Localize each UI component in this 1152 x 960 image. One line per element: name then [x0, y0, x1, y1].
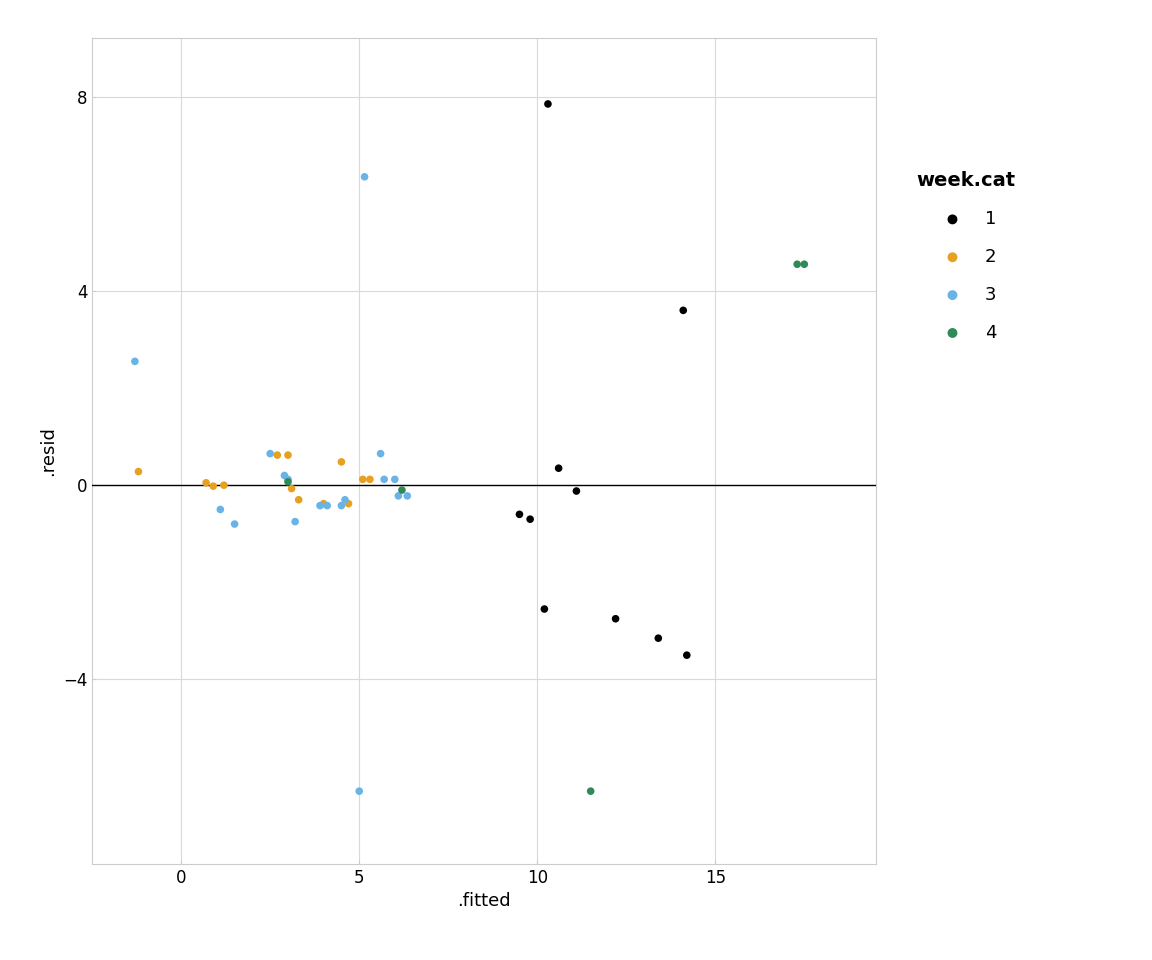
- 2: [332, 454, 350, 469]
- 4: [582, 783, 600, 799]
- 2: [314, 496, 333, 512]
- 3: [386, 471, 404, 487]
- 2: [361, 471, 379, 487]
- 4: [393, 482, 411, 497]
- 2: [214, 477, 233, 492]
- 2: [268, 447, 287, 463]
- 4: [279, 474, 297, 490]
- Y-axis label: .resid: .resid: [39, 426, 58, 476]
- 1: [606, 612, 624, 627]
- 3: [275, 468, 294, 483]
- 1: [674, 302, 692, 318]
- 3: [286, 514, 304, 529]
- 3: [374, 471, 393, 487]
- 2: [129, 464, 147, 479]
- X-axis label: .fitted: .fitted: [457, 893, 510, 910]
- 2: [197, 475, 215, 491]
- 1: [510, 507, 529, 522]
- 3: [389, 489, 408, 504]
- 1: [567, 483, 585, 498]
- 3: [335, 492, 354, 508]
- 2: [354, 471, 372, 487]
- 2: [279, 447, 297, 463]
- 3: [226, 516, 244, 532]
- 1: [521, 512, 539, 527]
- 2: [282, 481, 301, 496]
- 3: [355, 169, 373, 184]
- 2: [204, 478, 222, 493]
- 3: [262, 446, 280, 462]
- 3: [332, 498, 350, 514]
- 3: [371, 446, 389, 462]
- 2: [289, 492, 308, 508]
- 3: [399, 489, 417, 504]
- 1: [536, 601, 554, 616]
- 3: [211, 502, 229, 517]
- 2: [340, 496, 358, 512]
- 4: [795, 256, 813, 272]
- 4: [788, 256, 806, 272]
- 1: [550, 461, 568, 476]
- 3: [318, 498, 336, 514]
- 1: [677, 647, 696, 662]
- 3: [311, 498, 329, 514]
- 3: [279, 471, 297, 487]
- 1: [649, 631, 667, 646]
- 3: [350, 783, 369, 799]
- 1: [539, 96, 558, 111]
- Legend: 1, 2, 3, 4: 1, 2, 3, 4: [916, 171, 1015, 342]
- 3: [126, 353, 144, 369]
